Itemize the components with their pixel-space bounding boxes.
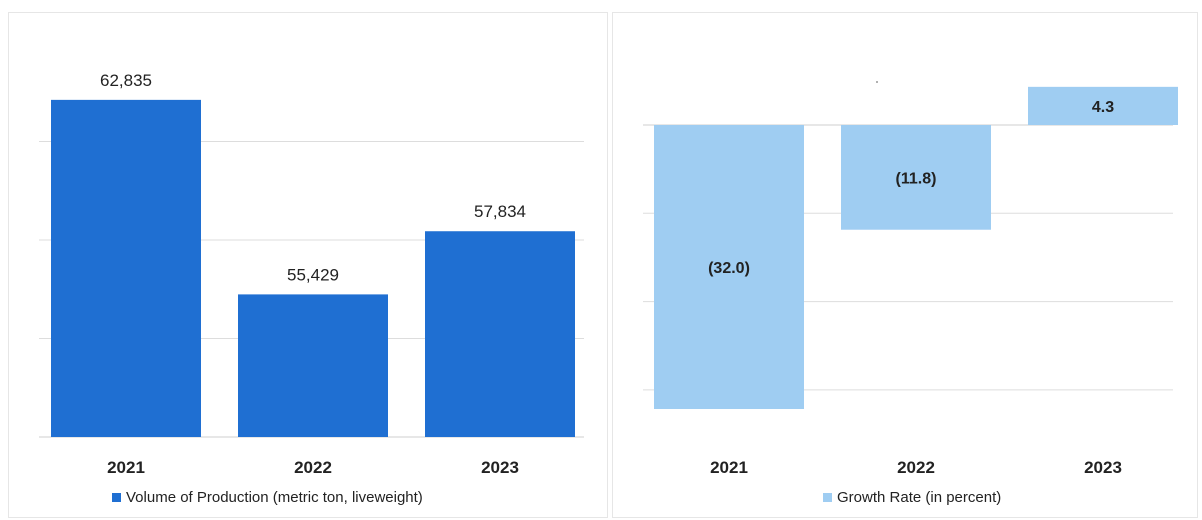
volume-chart: 62,835 2021 55,429 2022 57,834 2023 bbox=[39, 71, 584, 477]
growth-chart-panel: (32.0) 2021 (11.8) 2022 4.3 2023 Growth Rate … bbox=[612, 12, 1198, 518]
growth-x-tick-2023: 2023 bbox=[1084, 458, 1122, 477]
growth-legend: Growth Rate (in percent) bbox=[823, 489, 1001, 506]
volume-legend: Volume of Production (metric ton, livewe… bbox=[112, 489, 423, 506]
volume-chart-panel: 62,835 2021 55,429 2022 57,834 2023 Volume of… bbox=[8, 12, 608, 518]
volume-bar-2022 bbox=[238, 294, 388, 437]
header-strip bbox=[0, 0, 1202, 12]
volume-legend-swatch bbox=[112, 493, 121, 502]
growth-legend-swatch bbox=[823, 493, 832, 502]
growth-x-tick-2021: 2021 bbox=[710, 458, 748, 477]
volume-data-label-2021: 62,835 bbox=[100, 71, 152, 90]
growth-bar-2021 bbox=[654, 125, 804, 409]
volume-data-label-2022: 55,429 bbox=[287, 265, 339, 284]
scan-speck bbox=[876, 81, 878, 83]
volume-x-tick-2023: 2023 bbox=[481, 458, 519, 477]
growth-legend-label: Growth Rate (in percent) bbox=[837, 489, 1002, 506]
volume-x-tick-2021: 2021 bbox=[107, 458, 145, 477]
volume-legend-label: Volume of Production (metric ton, livewe… bbox=[126, 489, 423, 506]
growth-data-label-2022: (11.8) bbox=[896, 170, 937, 187]
volume-bar-2023 bbox=[425, 231, 575, 437]
growth-bar-2023 bbox=[1028, 86, 1178, 125]
growth-chart: (32.0) 2021 (11.8) 2022 4.3 2023 bbox=[643, 86, 1178, 477]
volume-x-tick-2022: 2022 bbox=[294, 458, 332, 477]
volume-bar-2021 bbox=[51, 99, 201, 437]
volume-data-label-2023: 57,834 bbox=[474, 202, 526, 221]
growth-data-label-2023: 4.3 bbox=[1092, 99, 1114, 116]
growth-bar-2022 bbox=[841, 125, 991, 230]
growth-x-tick-2022: 2022 bbox=[897, 458, 935, 477]
growth-data-label-2021: (32.0) bbox=[708, 260, 750, 277]
